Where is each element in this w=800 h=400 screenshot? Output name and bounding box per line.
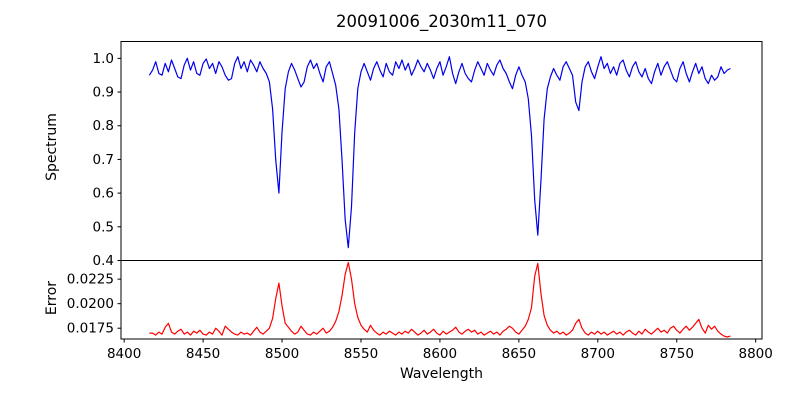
x-tick-label: 8650 xyxy=(502,346,536,362)
spectrum-y-tick-label: 0.4 xyxy=(93,253,114,269)
spectrum-y-tick-label: 0.7 xyxy=(93,152,114,168)
x-tick-label: 8400 xyxy=(107,346,141,362)
x-tick-label: 8500 xyxy=(265,346,299,362)
spectrum-y-tick-label: 1.0 xyxy=(93,51,114,67)
x-axis-label: Wavelength xyxy=(399,366,484,382)
x-tick-label: 8750 xyxy=(660,346,694,362)
error-y-tick-label: 0.0225 xyxy=(67,272,114,288)
spectrum-y-tick-label: 0.8 xyxy=(93,118,114,134)
error-y-tick-label: 0.0200 xyxy=(67,296,114,312)
error-line xyxy=(149,261,731,338)
spectrum-frame xyxy=(120,41,763,261)
x-tick-label: 8450 xyxy=(186,346,220,362)
x-tick-label: 8800 xyxy=(739,346,773,362)
spectrum-y-tick-label: 0.5 xyxy=(93,219,114,235)
chart-title: 20091006_2030m11_070 xyxy=(335,12,548,31)
spectrum-line xyxy=(148,56,731,249)
error-y-tick-label: 0.0175 xyxy=(67,321,114,337)
x-tick-label: 8600 xyxy=(423,346,457,362)
x-tick-label: 8700 xyxy=(581,346,615,362)
error-frame xyxy=(120,260,763,340)
spectrum-y-tick-label: 0.9 xyxy=(93,85,114,101)
x-tick-label: 8550 xyxy=(344,346,378,362)
spectrum-y-tick-label: 0.6 xyxy=(93,186,114,202)
